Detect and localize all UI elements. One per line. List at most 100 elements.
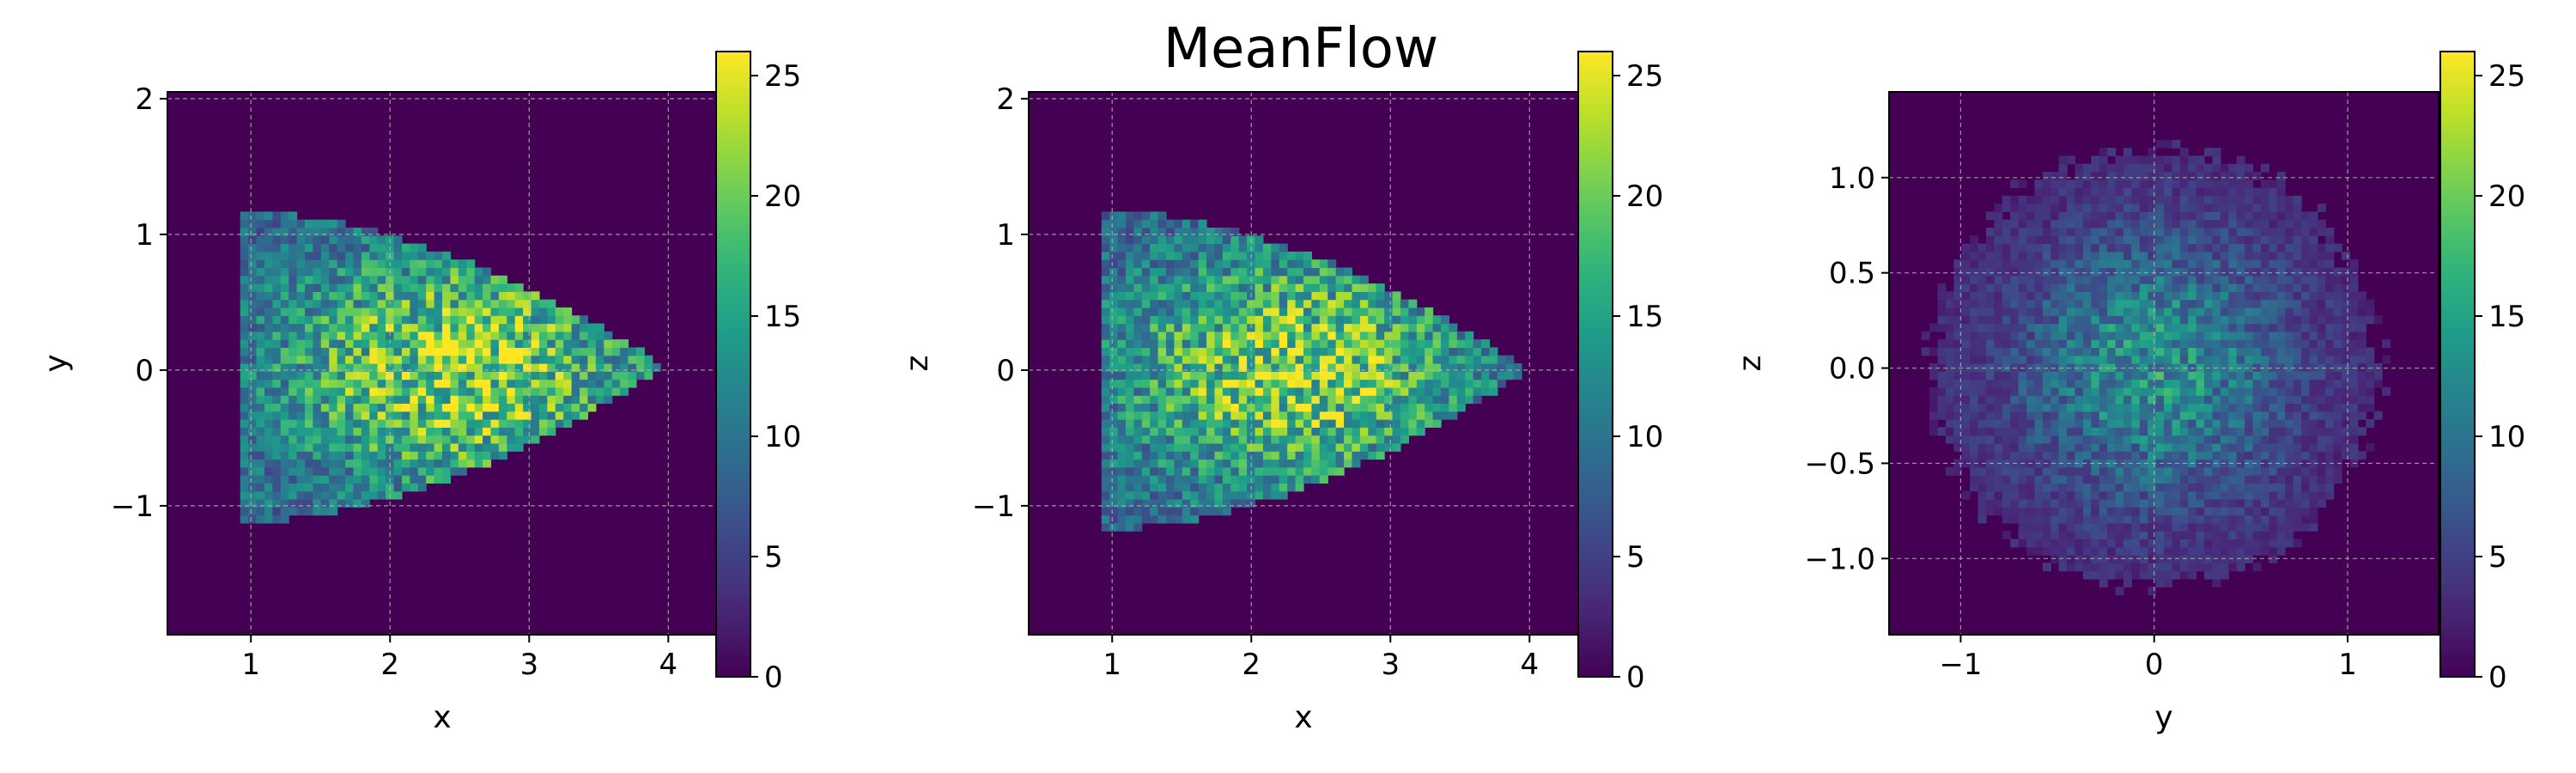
heatmap-cell bbox=[1392, 427, 1401, 436]
heatmap-cell bbox=[2018, 259, 2027, 269]
heatmap-cell bbox=[2285, 483, 2294, 492]
heatmap-cell bbox=[2228, 355, 2238, 364]
heatmap-cell bbox=[1497, 379, 1506, 388]
heatmap-cell bbox=[1133, 427, 1143, 436]
heatmap-cell bbox=[1271, 459, 1280, 468]
heatmap-cell bbox=[474, 451, 483, 460]
heatmap-cell bbox=[2091, 539, 2100, 548]
heatmap-cell bbox=[442, 299, 452, 308]
heatmap-cell bbox=[2179, 355, 2189, 364]
heatmap-cell bbox=[1279, 307, 1288, 316]
heatmap-cell bbox=[264, 355, 273, 364]
heatmap-cell bbox=[1174, 283, 1183, 292]
heatmap-cell bbox=[2050, 211, 2060, 221]
heatmap-cell bbox=[2220, 570, 2229, 580]
heatmap-cell bbox=[1473, 379, 1482, 388]
heatmap-cell bbox=[2276, 411, 2286, 420]
heatmap-cell bbox=[313, 499, 322, 508]
heatmap-cell bbox=[1271, 275, 1280, 284]
heatmap-cell bbox=[313, 466, 322, 476]
heatmap-cell bbox=[345, 435, 355, 444]
heatmap-cell bbox=[2075, 546, 2084, 556]
heatmap-cell bbox=[1166, 442, 1176, 452]
heatmap-cell bbox=[2058, 546, 2068, 556]
heatmap-cell bbox=[2172, 546, 2181, 556]
heatmap-cell bbox=[2091, 267, 2100, 277]
heatmap-cell bbox=[2139, 195, 2148, 204]
heatmap-cell bbox=[410, 386, 419, 396]
heatmap-cell bbox=[2245, 403, 2254, 412]
heatmap-cell bbox=[2228, 339, 2238, 349]
heatmap-cell bbox=[2050, 195, 2060, 204]
heatmap-cell bbox=[2042, 331, 2051, 340]
heatmap-cell bbox=[1262, 283, 1272, 292]
heatmap-cell bbox=[1271, 323, 1280, 332]
heatmap-cell bbox=[1970, 442, 1979, 452]
heatmap-cell bbox=[1376, 323, 1385, 332]
heatmap-cell bbox=[248, 379, 258, 388]
heatmap-cell bbox=[410, 315, 419, 325]
heatmap-cell bbox=[2204, 243, 2214, 253]
heatmap-cell bbox=[1311, 363, 1321, 372]
heatmap-cell bbox=[1182, 475, 1191, 484]
heatmap-cell bbox=[2188, 531, 2197, 540]
heatmap-cell bbox=[1109, 275, 1119, 284]
heatmap-cell bbox=[2042, 475, 2051, 484]
heatmap-cell bbox=[2075, 283, 2084, 292]
heatmap-cell bbox=[1157, 514, 1167, 524]
heatmap-cell bbox=[1230, 442, 1240, 452]
heatmap-cell bbox=[256, 267, 265, 277]
heatmap-cell bbox=[555, 307, 564, 316]
heatmap-cell bbox=[1150, 331, 1159, 340]
heatmap-cell bbox=[2026, 339, 2036, 349]
heatmap-cell bbox=[2034, 307, 2044, 316]
heatmap-cell bbox=[1368, 315, 1377, 325]
heatmap-cell bbox=[1271, 386, 1280, 396]
heatmap-cell bbox=[329, 275, 338, 284]
heatmap-cell bbox=[1449, 379, 1458, 388]
heatmap-cell bbox=[1319, 379, 1328, 388]
heatmap-cell bbox=[2179, 243, 2189, 253]
heatmap-cell bbox=[345, 419, 355, 428]
heatmap-cell bbox=[1125, 466, 1134, 476]
heatmap-cell bbox=[2172, 267, 2181, 277]
heatmap-cell bbox=[2010, 339, 2020, 349]
heatmap-cell bbox=[2179, 323, 2189, 332]
heatmap-cell bbox=[466, 339, 476, 349]
heatmap-cell bbox=[2179, 490, 2189, 500]
heatmap-cell bbox=[1287, 259, 1297, 269]
heatmap-cell bbox=[466, 283, 476, 292]
heatmap-cell bbox=[2220, 299, 2229, 308]
heatmap-cell bbox=[2245, 195, 2254, 204]
heatmap-cell bbox=[1400, 299, 1409, 308]
heatmap-cell bbox=[280, 323, 289, 332]
heatmap-cell bbox=[1295, 483, 1304, 492]
heatmap-cell bbox=[2082, 347, 2092, 356]
heatmap-cell bbox=[2212, 435, 2221, 444]
heatmap-cell bbox=[2172, 347, 2181, 356]
heatmap-cell bbox=[1287, 403, 1297, 412]
heatmap-cell bbox=[248, 475, 258, 484]
heatmap-cell bbox=[1319, 259, 1328, 269]
heatmap-cell bbox=[1994, 267, 2003, 277]
heatmap-cell bbox=[2115, 323, 2124, 332]
heatmap-cell bbox=[337, 427, 346, 436]
heatmap-cell bbox=[2228, 315, 2238, 325]
heatmap-cell bbox=[1198, 403, 1207, 412]
heatmap-cell bbox=[1238, 267, 1248, 277]
heatmap-cell bbox=[1157, 228, 1167, 236]
heatmap-cell bbox=[1352, 323, 1361, 332]
heatmap-cell bbox=[635, 355, 645, 364]
heatmap-cell bbox=[466, 411, 476, 420]
heatmap-cell bbox=[2236, 555, 2245, 563]
heatmap-cell bbox=[1198, 331, 1207, 340]
heatmap-cell bbox=[377, 331, 386, 340]
heatmap-cell bbox=[2269, 299, 2278, 308]
heatmap-cell bbox=[248, 323, 258, 332]
heatmap-cell bbox=[296, 435, 306, 444]
heatmap-cell bbox=[264, 379, 273, 388]
heatmap-cell bbox=[2260, 355, 2269, 364]
heatmap-cell bbox=[1970, 283, 1979, 292]
heatmap-cell bbox=[410, 379, 419, 388]
heatmap-cell bbox=[1174, 451, 1183, 460]
